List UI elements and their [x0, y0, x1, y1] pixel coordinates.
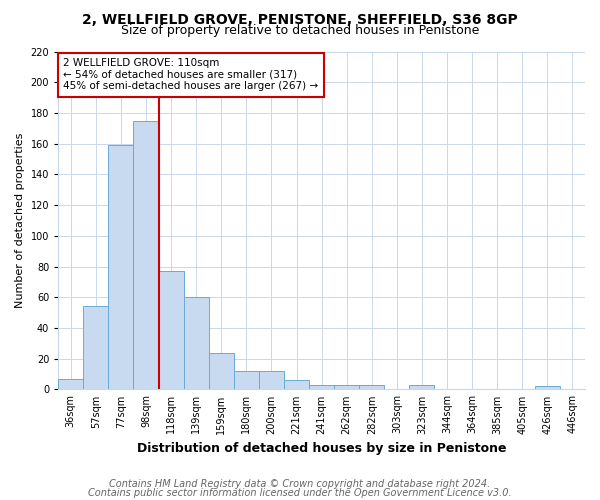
Text: 2 WELLFIELD GROVE: 110sqm
← 54% of detached houses are smaller (317)
45% of semi: 2 WELLFIELD GROVE: 110sqm ← 54% of detac… — [64, 58, 319, 92]
Bar — [209, 352, 234, 390]
Y-axis label: Number of detached properties: Number of detached properties — [15, 133, 25, 308]
Bar — [359, 385, 385, 390]
Bar — [409, 385, 434, 390]
Bar — [58, 378, 83, 390]
Text: 2, WELLFIELD GROVE, PENISTONE, SHEFFIELD, S36 8GP: 2, WELLFIELD GROVE, PENISTONE, SHEFFIELD… — [82, 12, 518, 26]
Text: Contains public sector information licensed under the Open Government Licence v3: Contains public sector information licen… — [88, 488, 512, 498]
Bar — [334, 385, 359, 390]
Bar — [184, 298, 209, 390]
X-axis label: Distribution of detached houses by size in Penistone: Distribution of detached houses by size … — [137, 442, 506, 455]
Bar — [109, 145, 133, 390]
Bar — [535, 386, 560, 390]
Bar — [83, 306, 109, 390]
Bar — [158, 271, 184, 390]
Text: Contains HM Land Registry data © Crown copyright and database right 2024.: Contains HM Land Registry data © Crown c… — [109, 479, 491, 489]
Bar — [259, 371, 284, 390]
Bar — [309, 385, 334, 390]
Bar — [284, 380, 309, 390]
Bar — [133, 120, 158, 390]
Bar — [234, 371, 259, 390]
Text: Size of property relative to detached houses in Penistone: Size of property relative to detached ho… — [121, 24, 479, 37]
